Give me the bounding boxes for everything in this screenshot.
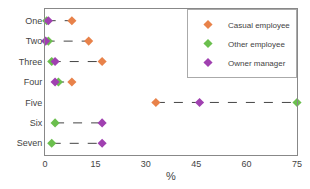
svg-text:Owner manager: Owner manager <box>228 59 286 68</box>
svg-text:Four: Four <box>24 77 43 87</box>
svg-text:0: 0 <box>42 159 47 169</box>
svg-text:Five: Five <box>25 98 42 108</box>
svg-text:One: One <box>25 16 42 26</box>
svg-text:75: 75 <box>292 159 302 169</box>
svg-text:Three: Three <box>19 57 43 67</box>
svg-text:Two: Two <box>26 36 43 46</box>
svg-text:Other employee: Other employee <box>228 40 285 49</box>
svg-text:Six: Six <box>30 118 43 128</box>
svg-text:30: 30 <box>141 159 151 169</box>
svg-text:Seven: Seven <box>17 138 43 148</box>
svg-text:45: 45 <box>191 159 201 169</box>
svg-text:Casual employee: Casual employee <box>228 21 290 30</box>
svg-text:60: 60 <box>242 159 252 169</box>
svg-text:15: 15 <box>90 159 100 169</box>
svg-text:%: % <box>166 170 176 182</box>
